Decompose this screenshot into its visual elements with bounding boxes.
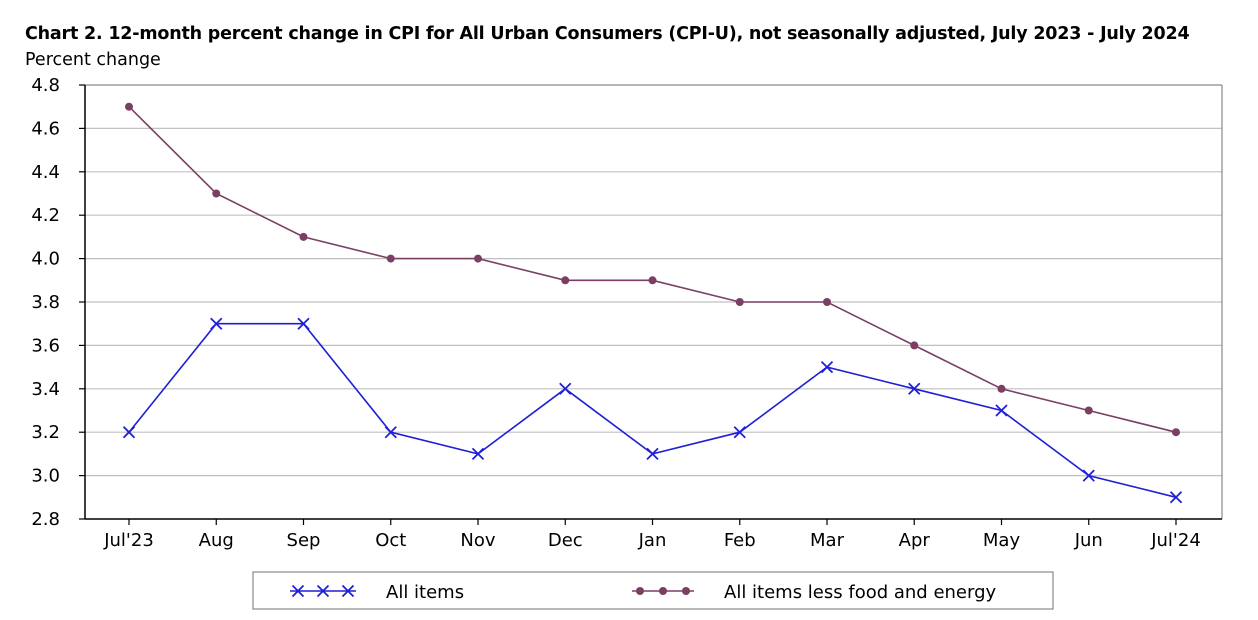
x-tick-label: Nov (460, 530, 495, 551)
y-tick-label: 3.4 (31, 379, 60, 400)
data-point-marker (820, 360, 834, 374)
y-tick-label: 3.6 (31, 335, 60, 356)
x-tick-label: Jan (638, 530, 667, 551)
data-point-marker (648, 276, 657, 285)
data-point-marker (297, 317, 310, 330)
series-line-1 (128, 322, 1177, 499)
data-point-marker (299, 232, 308, 241)
y-tick-label: 3.2 (31, 422, 60, 443)
legend-marker (682, 587, 690, 595)
x-tick-label: Sep (287, 530, 321, 551)
y-tick-label: 4.2 (31, 205, 60, 226)
data-point-marker (125, 102, 133, 111)
x-tick-label: Feb (724, 530, 756, 551)
data-point-marker (559, 382, 572, 395)
chart-title: Chart 2. 12-month percent change in CPI … (25, 24, 1190, 44)
data-point-marker (995, 404, 1008, 417)
y-tick-label: 3.0 (31, 466, 60, 487)
legend-item-1: All items (290, 582, 464, 603)
legend-marker (659, 587, 667, 595)
x-tick-label: Apr (899, 530, 931, 551)
axes: 2.8 3.0 3.2 3.4 3.6 3.8 4.0 4.2 4.4 4.6 4.8 Jul'23 A… (31, 75, 1223, 551)
data-point-marker (1169, 491, 1183, 504)
data-point-marker (735, 298, 744, 306)
data-point-marker (823, 298, 831, 306)
y-tick-label: 4.0 (31, 249, 60, 270)
legend: All items All items less food and energy (252, 571, 1054, 610)
data-point-marker (1082, 469, 1095, 482)
data-point-marker (471, 447, 485, 461)
y-tick-label: 4.4 (31, 162, 60, 183)
y-tick-label: 4.8 (31, 75, 60, 96)
legend-marker (291, 584, 305, 598)
series-line-2 (128, 106, 1177, 433)
x-tick-label: Jun (1074, 530, 1103, 551)
x-tick-label: Dec (548, 530, 583, 551)
data-point-marker (474, 254, 482, 263)
legend-label: All items (386, 582, 464, 603)
y-tick-label: 4.6 (31, 118, 60, 139)
legend-item-2: All items less food and energy (632, 582, 997, 603)
data-point-marker (908, 382, 921, 395)
y-tick-label: 3.8 (31, 292, 60, 313)
data-point-marker (122, 426, 136, 439)
x-tick-label: Jul'23 (103, 530, 154, 551)
x-tick-label: Oct (375, 530, 406, 551)
y-axis-label: Percent change (25, 50, 161, 70)
legend-marker (636, 587, 644, 595)
x-tick-label: Jul'24 (1150, 530, 1201, 551)
legend-label: All items less food and energy (724, 582, 997, 603)
data-point-marker (384, 426, 397, 439)
data-point-marker (386, 254, 395, 263)
x-tick-label: Aug (199, 530, 234, 551)
data-point-marker (646, 447, 659, 461)
gridlines (85, 127, 1222, 477)
data-point-marker (210, 317, 223, 330)
data-point-marker (212, 189, 221, 198)
data-point-marker (910, 341, 919, 350)
series-lines (122, 102, 1183, 504)
y-tick-label: 2.8 (31, 509, 60, 530)
data-point-marker (1084, 406, 1093, 415)
x-tick-label: Mar (810, 530, 845, 551)
x-tick-label: May (983, 530, 1021, 551)
legend-marker (341, 584, 355, 598)
legend-marker (316, 584, 330, 598)
data-point-marker (733, 426, 746, 439)
data-point-marker (997, 384, 1006, 393)
data-point-marker (1172, 428, 1180, 437)
data-point-marker (561, 276, 570, 285)
